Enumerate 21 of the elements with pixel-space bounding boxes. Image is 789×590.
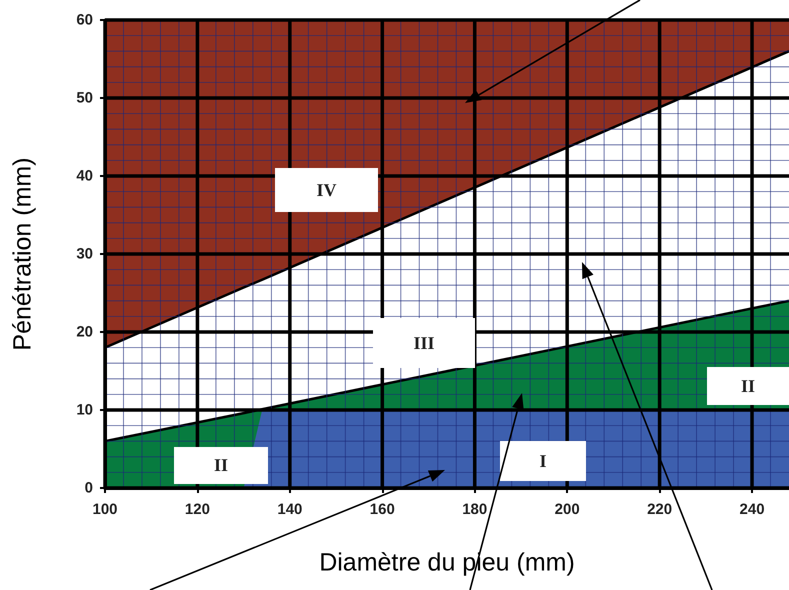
y-axis-title: Pénétration (mm) xyxy=(8,157,36,351)
y-tick-label: 0 xyxy=(84,480,93,496)
annotation: II xyxy=(214,455,228,476)
y-tick-label: 50 xyxy=(76,90,93,106)
x-tick-label: 180 xyxy=(462,501,488,518)
annotation: II xyxy=(740,376,755,396)
annotation: III xyxy=(413,332,434,354)
y-tick-label: 20 xyxy=(76,324,93,340)
annotation: IV xyxy=(316,180,336,200)
y-tick-label: 60 xyxy=(76,12,93,28)
x-tick-label: 200 xyxy=(554,501,580,518)
x-tick-label: 100 xyxy=(92,501,118,518)
y-tick-label: 40 xyxy=(76,168,93,184)
x-tick-label: 120 xyxy=(184,501,210,518)
y-tick-label: 10 xyxy=(76,402,93,418)
x-tick-label: 220 xyxy=(647,501,672,518)
x-tick-label: 140 xyxy=(277,501,302,518)
x-tick-label: 240 xyxy=(740,501,765,518)
y-tick-label: 30 xyxy=(76,246,93,262)
annotation: I xyxy=(539,450,546,472)
x-tick-label: 160 xyxy=(370,501,395,518)
